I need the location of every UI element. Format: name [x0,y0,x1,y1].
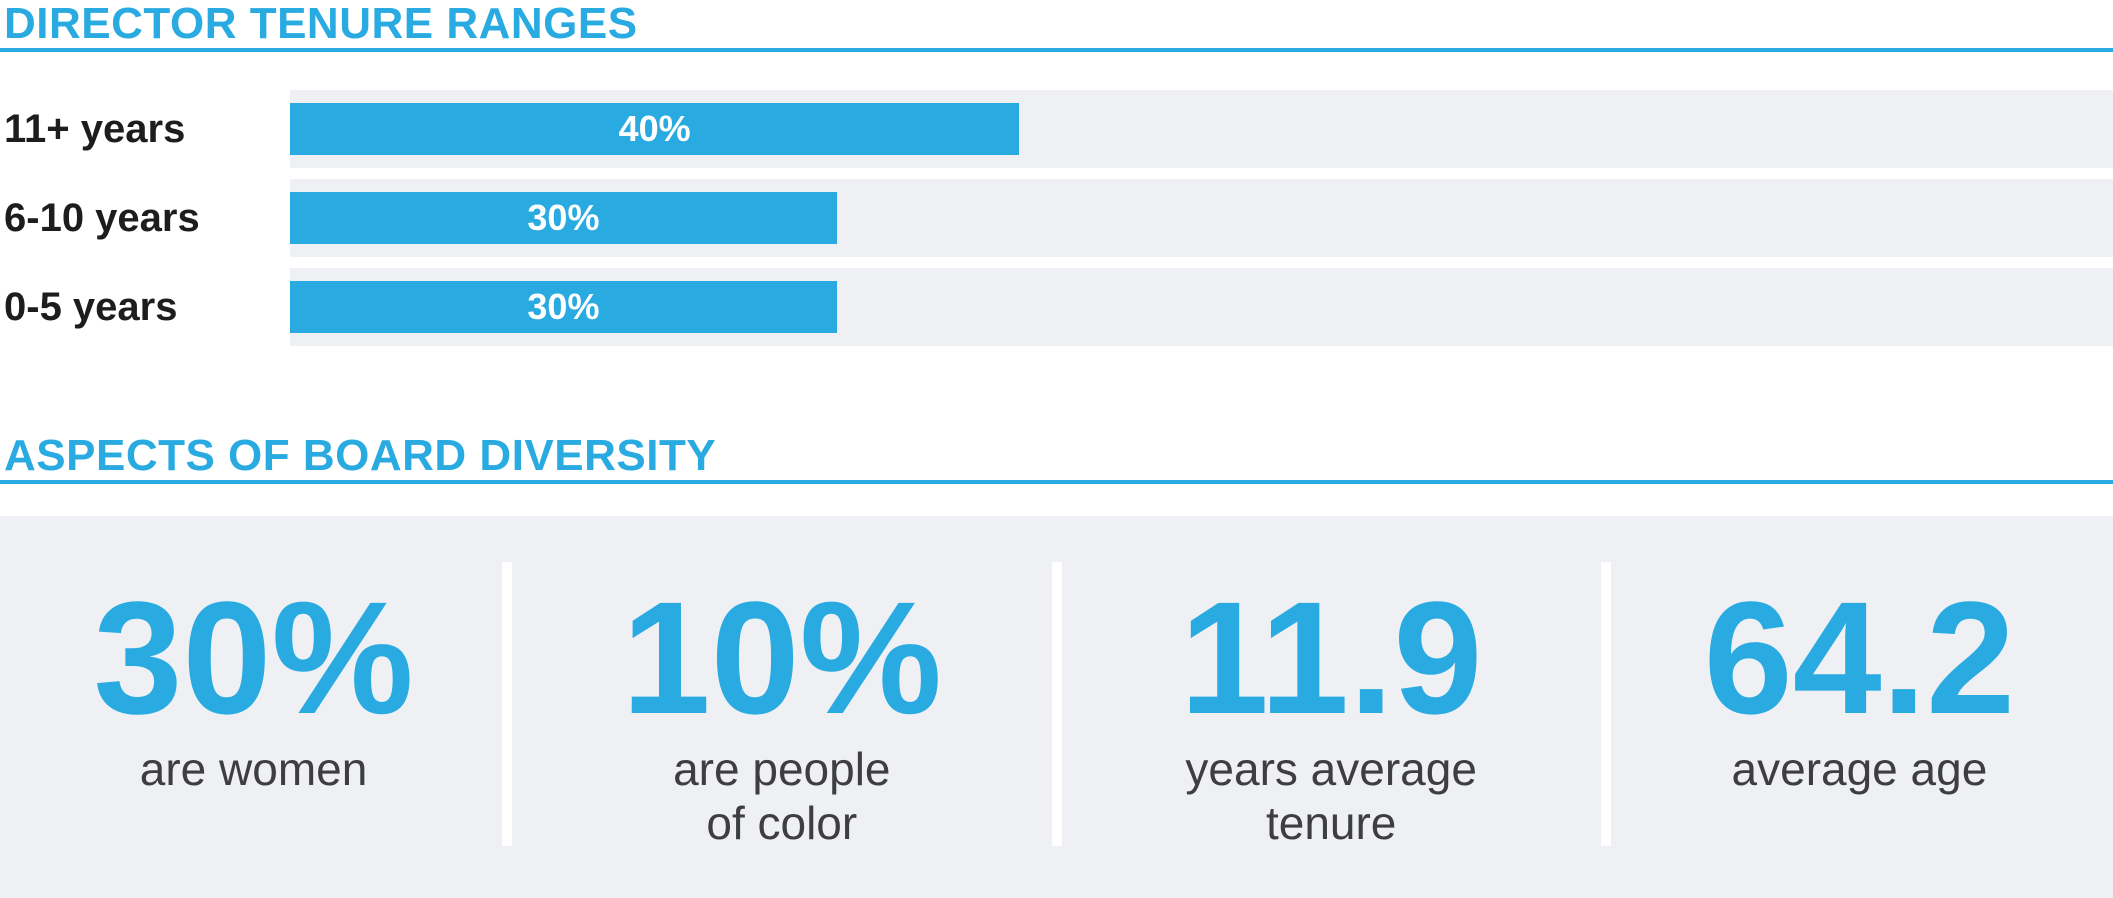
stat-value: 30% [93,568,414,747]
diversity-title-underline [0,480,2113,484]
stat-label: are women [139,743,368,795]
stat-card-average-tenure: 11.9 years average tenure [1056,516,1605,898]
row-label: 0-5 years [0,268,290,346]
bar-value-label: 30% [527,197,600,238]
stat-value: 10% [621,568,942,747]
row-label: 11+ years [0,90,290,168]
stat-label: are people of color [673,743,891,849]
column-divider [1600,562,1611,846]
bar-track: 40% [290,90,2113,168]
chart-row: 6-10 years 30% [0,179,2113,257]
tenure-section-title: DIRECTOR TENURE RANGES [4,0,638,48]
row-label: 6-10 years [0,179,290,257]
bar: 40% [290,103,1020,155]
stat-card-women: 30% are women [0,516,507,898]
chart-row: 0-5 years 30% [0,268,2113,346]
bar-track: 30% [290,268,2113,346]
column-divider [502,562,513,846]
tenure-bar-chart: 11+ years 40% 6-10 years 30% 0-5 years 3… [0,90,2113,346]
bar-track: 30% [290,179,2113,257]
stat-label: average age [1731,743,1988,795]
column-divider [1051,562,1062,846]
stat-label: years average tenure [1185,743,1477,849]
diversity-section-title: ASPECTS OF BOARD DIVERSITY [4,431,717,480]
bar-value-label: 30% [527,286,600,327]
stat-value: 11.9 [1179,568,1483,747]
tenure-title-underline [0,48,2113,52]
stat-card-average-age: 64.2 average age [1606,516,2113,898]
bar: 30% [290,281,837,333]
stat-value: 64.2 [1703,568,2016,747]
bar-value-label: 40% [618,108,691,149]
bar: 30% [290,192,837,244]
diversity-stats-panel: 30% are women 10% are people of color 11… [0,516,2113,898]
stat-card-people-of-color: 10% are people of color [507,516,1056,898]
chart-row: 11+ years 40% [0,90,2113,168]
